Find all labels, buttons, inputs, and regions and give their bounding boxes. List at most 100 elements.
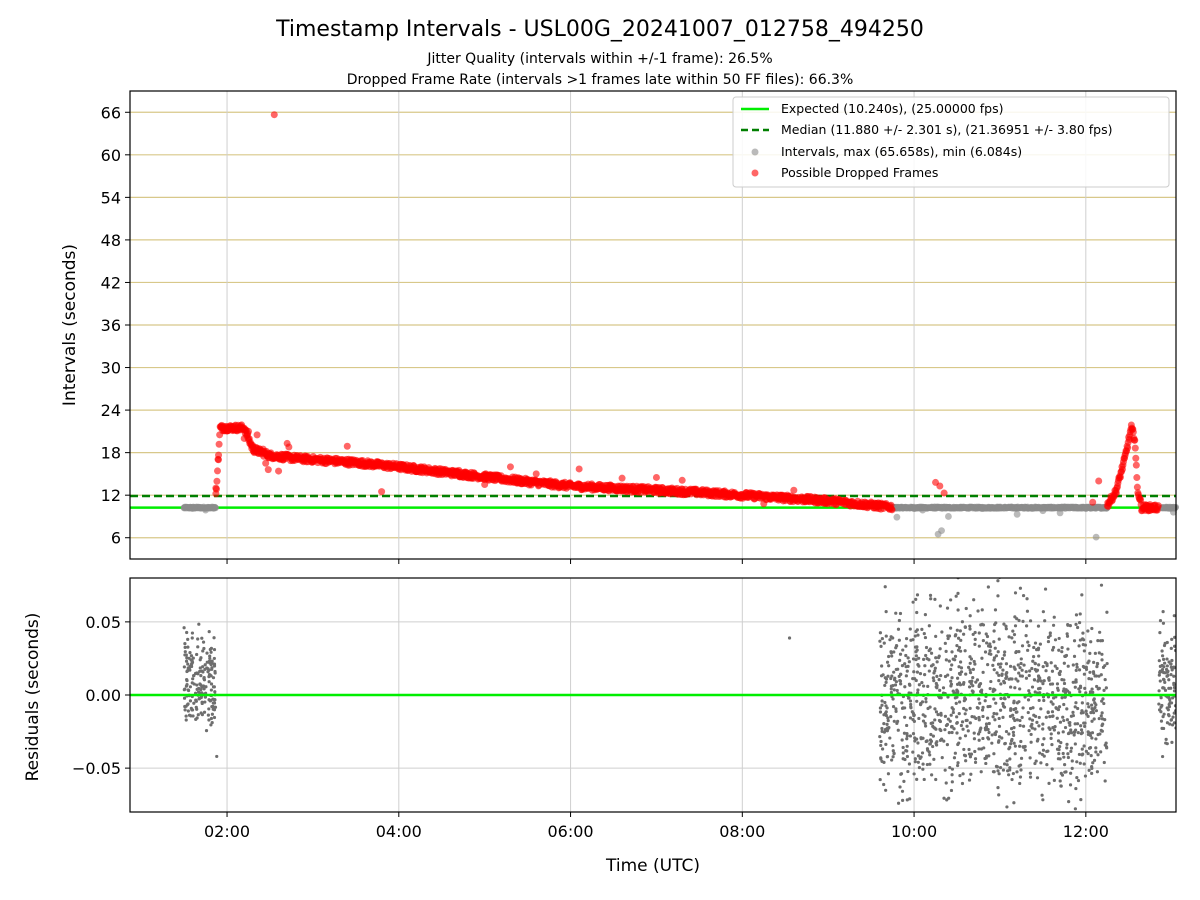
residual-point [1078,612,1082,616]
residual-point [950,773,954,777]
residual-point [991,715,995,719]
residual-point [882,782,886,787]
residual-point [1042,679,1046,683]
residual-point [1008,664,1013,668]
residual-point [1087,659,1091,663]
residual-point [1009,727,1014,731]
residual-point [977,644,981,648]
residual-point [1067,691,1072,695]
interval-point [945,513,952,520]
residual-point [209,688,213,692]
residual-point [913,757,917,761]
residual-point [1079,798,1083,802]
residual-point [1172,674,1176,678]
residual-point [1041,665,1045,669]
residual-point [1002,696,1006,701]
residual-point [1083,774,1088,778]
residual-point [211,676,216,680]
interval-point [927,504,935,512]
residual-point [1101,697,1105,701]
residual-point [1099,673,1103,677]
residual-point [207,668,211,672]
dropped-frame-point [1133,474,1141,482]
residual-point [900,701,904,705]
residual-point [1018,781,1022,786]
residual-point [928,753,932,757]
residual-point [934,777,938,782]
residual-point [1046,639,1051,644]
residual-point [1057,748,1061,752]
residual-point [1170,637,1174,641]
residual-point [208,673,212,677]
residual-point [1097,674,1101,678]
residual-point [878,639,882,643]
residual-point [879,644,883,648]
residual-point [898,652,903,656]
residual-point [1157,702,1161,706]
residual-point [1091,761,1095,765]
residual-point [212,656,216,661]
residual-point [931,744,935,749]
residual-point [957,681,962,685]
residual-point [190,659,194,663]
residual-point [886,718,890,723]
residual-point [936,713,940,717]
residual-point [1024,633,1028,638]
residual-point [901,745,905,750]
residual-point [186,637,190,641]
residual-point [893,683,898,687]
residual-point [995,671,999,675]
residual-point [1162,678,1166,682]
residual-point [880,664,884,668]
residual-point [972,731,976,735]
interval-point [938,527,945,535]
residual-point [1027,673,1031,678]
residual-point [1082,762,1086,766]
residual-point [1013,615,1017,619]
residual-point [879,739,883,744]
residual-point [203,667,207,671]
residual-point [972,598,976,602]
residual-point [953,654,958,658]
residual-point [997,735,1002,739]
dropped-frame-point [652,473,660,481]
residual-point [968,706,972,710]
residual-point [1073,728,1078,732]
residual-point [969,772,973,776]
x-axis-label: Time (UTC) [605,856,700,876]
residual-point [1160,670,1164,674]
residual-point [1046,710,1050,714]
residual-point [188,651,192,655]
residual-point [1025,609,1030,613]
residual-point [1169,646,1173,650]
residual-point [1033,662,1037,666]
residual-point [999,696,1003,701]
legend: Expected (10.240s), (25.00000 fps) Media… [732,96,1170,188]
residual-point [955,688,959,692]
residual-point [946,673,950,677]
residual-point [950,706,954,710]
residual-point [200,636,204,640]
residual-point [1097,651,1101,655]
residual-point [940,630,944,634]
residual-point [1040,793,1044,797]
interval-point [1022,504,1030,512]
dropped-frame-point [1116,473,1124,481]
residual-point [1060,650,1064,654]
residual-point [1019,739,1023,744]
residual-point [1005,805,1009,809]
residual-point [897,638,901,642]
residual-point [1062,661,1066,665]
dropped-frame-point [506,463,514,471]
residual-point [885,706,889,710]
residual-point [1037,674,1041,679]
residual-point [883,727,887,732]
residual-point [1014,706,1018,711]
residual-point [986,585,990,589]
residual-point [1063,695,1067,699]
residual-point [946,636,950,641]
residual-point [938,719,942,724]
residual-point [973,630,977,635]
residual-point [1062,718,1066,723]
residual-point [925,739,929,743]
